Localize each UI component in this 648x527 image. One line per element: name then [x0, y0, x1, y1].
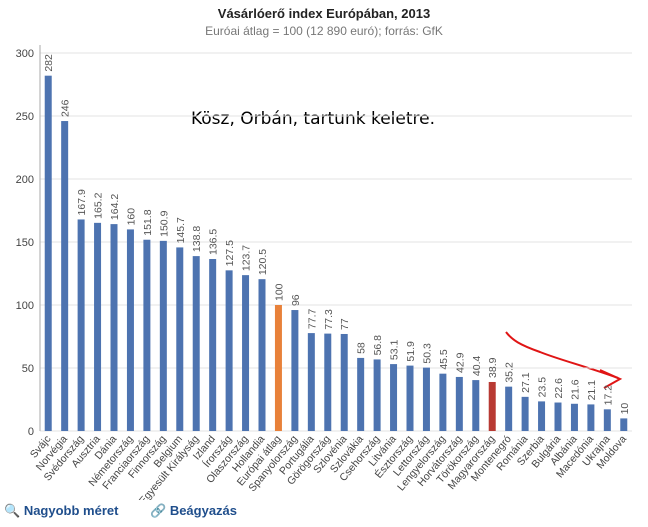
- bar: [570, 403, 578, 431]
- value-label: 127.5: [224, 240, 236, 266]
- bar: [340, 333, 348, 431]
- value-label: 22.6: [553, 378, 565, 399]
- bar: [390, 364, 398, 431]
- bar: [472, 380, 480, 431]
- bar: [439, 373, 447, 431]
- bar: [505, 386, 513, 431]
- value-label: 96: [290, 294, 302, 306]
- y-tick-label: 100: [16, 300, 34, 312]
- value-label: 53.1: [389, 339, 401, 360]
- chart: Vásárlóerő index Európában, 2013 Euróai …: [16, 6, 632, 500]
- value-label: 42.9: [454, 352, 466, 373]
- bigger-link[interactable]: 🔍 Nagyobb méret: [4, 503, 119, 518]
- y-tick-label: 0: [28, 426, 34, 438]
- value-label: 164.2: [109, 194, 121, 220]
- bar: [94, 222, 102, 431]
- value-label: 77: [339, 318, 351, 330]
- value-label: 21.6: [569, 379, 581, 400]
- value-label: 123.7: [241, 245, 253, 271]
- chart-subtitle: Euróai átlag = 100 (12 890 euró); forrás…: [205, 24, 443, 38]
- bar: [587, 404, 595, 431]
- value-label: 282: [43, 54, 55, 72]
- y-tick-label: 50: [22, 363, 34, 375]
- bar: [406, 365, 414, 431]
- bar: [110, 224, 118, 431]
- bar: [77, 219, 85, 431]
- embed-link[interactable]: 🔗 Beágyazás: [150, 503, 238, 518]
- value-label: 56.8: [372, 335, 384, 356]
- bar: [44, 75, 52, 432]
- y-tick-label: 300: [16, 48, 34, 60]
- bar: [258, 279, 266, 431]
- value-label: 246: [60, 99, 72, 117]
- value-label: 151.8: [142, 209, 154, 235]
- y-tick-label: 250: [16, 111, 34, 123]
- value-label: 58: [356, 342, 368, 354]
- bar: [620, 418, 628, 431]
- bar: [143, 239, 151, 431]
- bar: [61, 121, 69, 431]
- value-label: 77.3: [323, 309, 335, 330]
- value-label: 136.5: [208, 229, 220, 255]
- value-label: 120.5: [257, 249, 269, 275]
- y-tick-label: 200: [16, 174, 34, 186]
- value-label: 160: [125, 208, 137, 226]
- value-label: 50.3: [421, 343, 433, 364]
- value-label: 100: [273, 283, 285, 301]
- bar: [274, 305, 282, 431]
- value-label: 150.9: [158, 210, 170, 236]
- bar: [225, 270, 233, 431]
- link-text[interactable]: Beágyazás: [169, 503, 238, 518]
- bar: [488, 381, 496, 431]
- value-label: 23.5: [537, 377, 549, 398]
- value-label: 167.9: [76, 189, 88, 215]
- value-label: 145.7: [175, 217, 187, 243]
- bar: [357, 357, 365, 431]
- arrow: [505, 331, 619, 379]
- annotation: Kösz, Orbán, tartunk keletre.: [191, 109, 435, 129]
- bar: [538, 401, 546, 431]
- bar: [291, 310, 299, 431]
- bar: [159, 240, 167, 431]
- bar: [554, 402, 562, 431]
- value-label: 45.5: [438, 349, 450, 370]
- y-tick-label: 150: [16, 237, 34, 249]
- arrow-head: [599, 369, 623, 389]
- value-label: 38.9: [487, 357, 499, 378]
- bar: [455, 376, 463, 431]
- bar: [422, 367, 430, 431]
- chart-title: Vásárlóerő index Európában, 2013: [218, 6, 430, 21]
- value-label: 77.7: [306, 309, 318, 330]
- bar: [521, 396, 529, 431]
- bar: [603, 409, 611, 431]
- bar: [192, 256, 200, 431]
- value-label: 10: [619, 403, 631, 415]
- bar: [176, 247, 184, 431]
- value-label: 138.8: [191, 226, 203, 252]
- value-label: 21.1: [586, 380, 598, 401]
- value-label: 35.2: [504, 362, 516, 383]
- bar: [307, 333, 315, 431]
- bar: [242, 275, 250, 431]
- bar: [373, 359, 381, 431]
- value-label: 27.1: [520, 372, 532, 393]
- bar: [126, 229, 134, 431]
- link-text[interactable]: Nagyobb méret: [23, 503, 119, 518]
- value-label: 17.2: [602, 385, 614, 406]
- value-label: 51.9: [405, 341, 417, 362]
- value-label: 165.2: [93, 192, 105, 218]
- value-label: 40.4: [471, 355, 483, 376]
- bar: [324, 333, 332, 431]
- bar: [209, 259, 217, 431]
